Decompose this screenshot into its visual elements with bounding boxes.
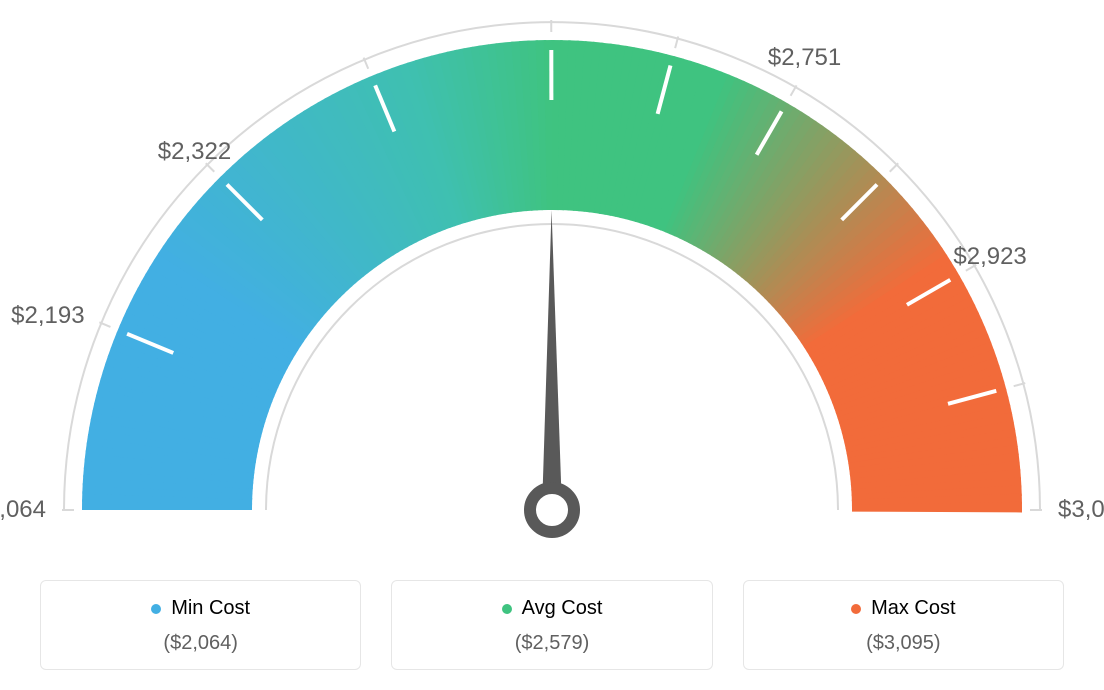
legend-dot-min [151,604,161,614]
legend-row: Min Cost ($2,064) Avg Cost ($2,579) Max … [40,580,1064,670]
gauge-tick-label: $2,579 [515,0,588,4]
chart-container: $2,064 $2,193 $2,322 $2,579 $2,751 $2,923 $3,0… [0,0,1104,690]
gauge-chart: $2,064 $2,193 $2,322 $2,579 $2,751 $2,923 $3,0… [0,0,1104,560]
gauge-tick-label: $2,322 [158,138,231,166]
legend-value-min: ($2,064) [51,632,350,655]
legend-title-min-text: Min Cost [171,597,250,620]
legend-card-max: Max Cost ($3,095) [743,580,1064,670]
gauge-tick-label: $2,923 [953,243,1026,271]
legend-dot-avg [502,604,512,614]
gauge-svg [0,0,1104,560]
legend-value-max: ($3,095) [754,632,1053,655]
gauge-tick-label: $2,193 [11,302,84,330]
legend-title-min: Min Cost [151,597,250,620]
legend-title-max: Max Cost [851,597,955,620]
legend-title-avg-text: Avg Cost [522,597,603,620]
gauge-tick-label: $2,751 [768,44,841,72]
legend-title-avg: Avg Cost [502,597,603,620]
legend-value-avg: ($2,579) [402,632,701,655]
gauge-tick-label: $3,095 [1058,496,1104,524]
legend-title-max-text: Max Cost [871,597,955,620]
legend-card-avg: Avg Cost ($2,579) [391,580,712,670]
legend-dot-max [851,604,861,614]
legend-card-min: Min Cost ($2,064) [40,580,361,670]
gauge-tick-label: $2,064 [0,496,46,524]
